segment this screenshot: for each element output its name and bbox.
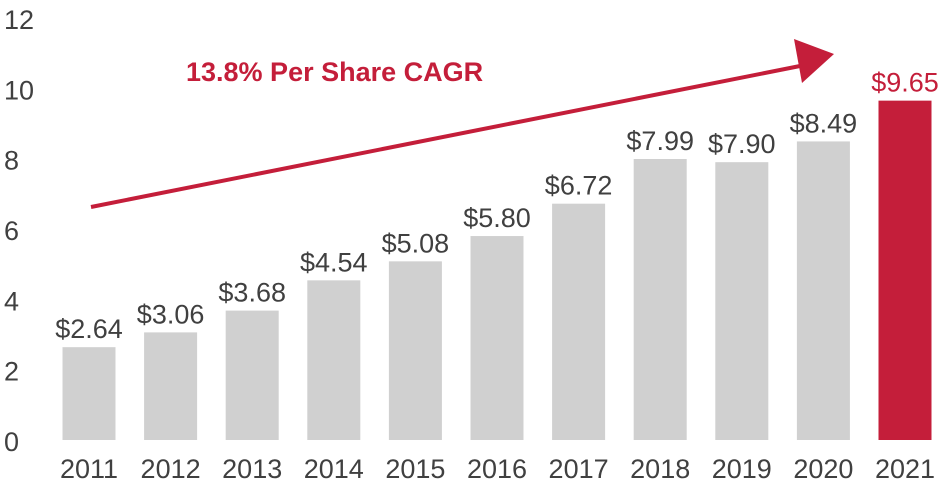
data-label-2012: $3.06 — [137, 299, 205, 329]
data-labels: $2.64 $3.06 $3.68 $4.54 $5.08 $5.80 $6.72 $7.99… — [55, 68, 939, 345]
y-tick-label-0: 0 — [4, 427, 19, 457]
data-label-2021: $9.65 — [871, 68, 939, 98]
bar-2019 — [715, 162, 769, 440]
x-tick-label-2014: 2014 — [304, 454, 364, 484]
cagr-arrow-head-icon — [794, 39, 834, 83]
x-tick-label-2021: 2021 — [875, 454, 935, 484]
cagr-arrow-line — [90, 64, 801, 209]
cagr-label: 13.8% Per Share CAGR — [186, 57, 483, 87]
x-tick-label-2020: 2020 — [793, 454, 853, 484]
data-label-2019: $7.90 — [708, 129, 776, 159]
data-label-2018: $7.99 — [626, 126, 694, 156]
bar-2011 — [62, 347, 116, 440]
x-tick-label-2018: 2018 — [630, 454, 690, 484]
bar-2013 — [225, 310, 279, 440]
x-tick-label-2017: 2017 — [549, 454, 609, 484]
y-tick-label-4: 4 — [4, 286, 19, 316]
y-axis: 0 2 4 6 8 10 12 — [4, 5, 34, 457]
y-tick-label-10: 10 — [4, 75, 34, 105]
bar-2017 — [552, 203, 606, 440]
data-label-2016: $5.80 — [463, 203, 531, 233]
x-tick-label-2019: 2019 — [712, 454, 772, 484]
bar-2018 — [633, 159, 687, 441]
cagr-annotation: 13.8% Per Share CAGR — [90, 39, 834, 209]
bars — [62, 100, 932, 441]
data-label-2017: $6.72 — [545, 171, 613, 201]
x-tick-label-2016: 2016 — [467, 454, 527, 484]
data-label-2020: $8.49 — [790, 108, 858, 138]
bar-2015 — [388, 261, 442, 440]
y-tick-label-6: 6 — [4, 216, 19, 246]
bar-2020 — [796, 141, 850, 440]
x-tick-label-2012: 2012 — [141, 454, 201, 484]
bar-2021 — [878, 100, 932, 441]
x-tick-label-2013: 2013 — [222, 454, 282, 484]
data-label-2013: $3.68 — [218, 278, 286, 308]
x-tick-label-2011: 2011 — [60, 454, 118, 484]
bar-2016 — [470, 236, 524, 440]
bar-2012 — [144, 332, 198, 440]
x-axis: 2011 2012 2013 2014 2015 2016 2017 2018 2019 2020… — [60, 454, 935, 484]
x-tick-label-2015: 2015 — [385, 454, 445, 484]
bar-2014 — [307, 280, 361, 440]
y-tick-label-12: 12 — [4, 5, 34, 35]
data-label-2015: $5.08 — [382, 228, 450, 258]
y-tick-label-8: 8 — [4, 146, 19, 176]
y-tick-label-2: 2 — [4, 357, 19, 387]
data-label-2011: $2.64 — [55, 314, 123, 344]
data-label-2014: $4.54 — [300, 247, 368, 277]
